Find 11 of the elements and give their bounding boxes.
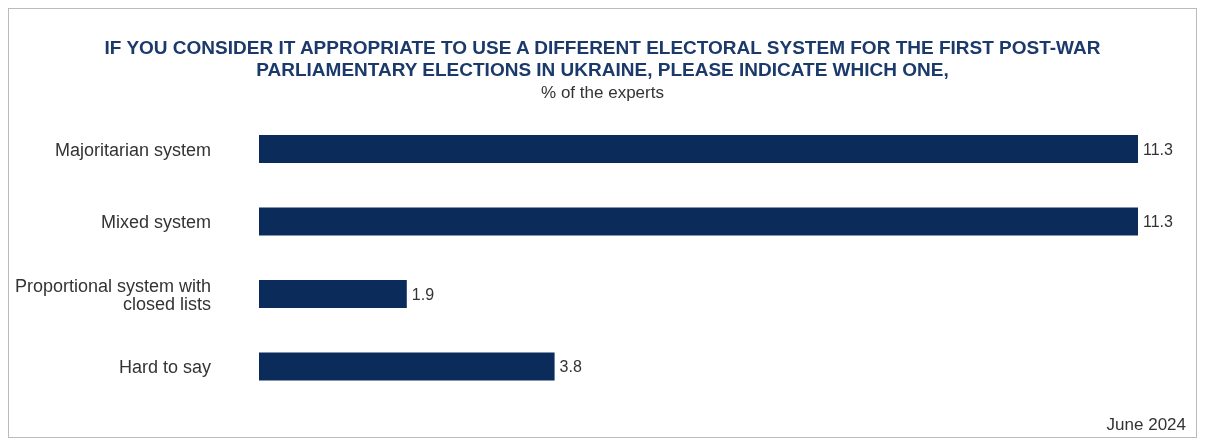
text: June 2024 [1106,415,1186,435]
data-label: 11.3 [1143,140,1174,158]
y-tick-label: Majoritarian system [54,139,211,160]
data-label: 11.3 [1143,213,1174,231]
chart-title: IF YOU CONSIDER IT APPROPRIATE TO USE A DIFFERENT ELECTORAL SYSTEM FOR THE FIRST POST-WAR PARLIAMENTARY ELECTIONS IN UKRAINE, PLEASE INDICATE WHICH ONE, [103,37,1102,81]
y-tick-label: Hard to say [118,357,211,378]
y-tick-label: Mixed system [100,212,211,233]
chart-subtitle: % of the experts [540,83,665,103]
data-label: 1.9 [411,285,435,303]
y-tick-label: Proportional system with closed lists [14,275,211,314]
data-label: 3.8 [559,358,582,376]
